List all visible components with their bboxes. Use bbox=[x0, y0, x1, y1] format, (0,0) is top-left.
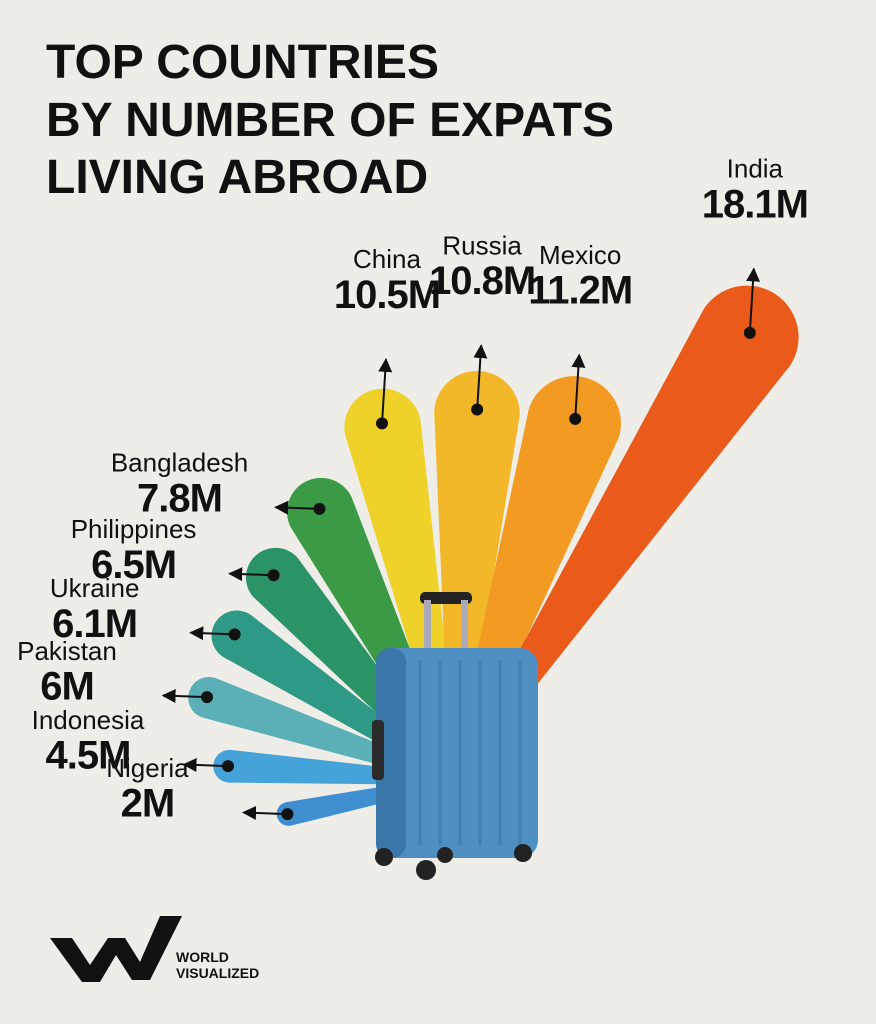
arrow bbox=[228, 567, 274, 582]
category-label: Pakistan bbox=[17, 636, 117, 666]
arrow bbox=[189, 626, 235, 641]
value-label: 11.2M bbox=[528, 268, 632, 312]
value-label: 18.1M bbox=[702, 182, 808, 226]
value-label: 4.5M bbox=[46, 734, 131, 778]
logo: WORLD VISUALIZED bbox=[50, 916, 259, 982]
title-line: TOP COUNTRIES bbox=[46, 36, 439, 89]
arrow bbox=[274, 500, 320, 515]
category-label: China bbox=[353, 244, 421, 274]
brand-line: WORLD bbox=[176, 949, 229, 965]
arrow bbox=[182, 758, 229, 773]
value-label: 7.8M bbox=[137, 476, 222, 520]
arrow bbox=[378, 357, 393, 424]
category-label: Philippines bbox=[71, 514, 197, 544]
category-label: Russia bbox=[442, 230, 522, 260]
suitcase bbox=[372, 592, 538, 880]
value-label: 6.1M bbox=[52, 602, 137, 646]
arrow bbox=[242, 805, 288, 820]
category-label: Mexico bbox=[539, 240, 621, 270]
category-label: Nigeria bbox=[106, 753, 189, 783]
title-line: BY NUMBER OF EXPATS bbox=[46, 94, 614, 147]
category-label: Ukraine bbox=[50, 573, 140, 603]
category-label: Indonesia bbox=[32, 705, 145, 735]
value-label: 6.5M bbox=[91, 543, 176, 587]
ray bbox=[450, 285, 799, 783]
arrow bbox=[746, 267, 761, 333]
category-label: India bbox=[727, 154, 784, 184]
arrow bbox=[571, 353, 586, 419]
category-label: Bangladesh bbox=[111, 448, 248, 478]
value-label: 6M bbox=[40, 665, 94, 709]
value-label: 10.8M bbox=[429, 259, 535, 303]
value-label: 2M bbox=[121, 782, 175, 826]
title-line: LIVING ABROAD bbox=[46, 151, 428, 204]
arrow bbox=[473, 344, 488, 410]
brand-line: VISUALIZED bbox=[176, 965, 259, 981]
value-label: 10.5M bbox=[334, 273, 440, 317]
arrow bbox=[161, 688, 208, 703]
